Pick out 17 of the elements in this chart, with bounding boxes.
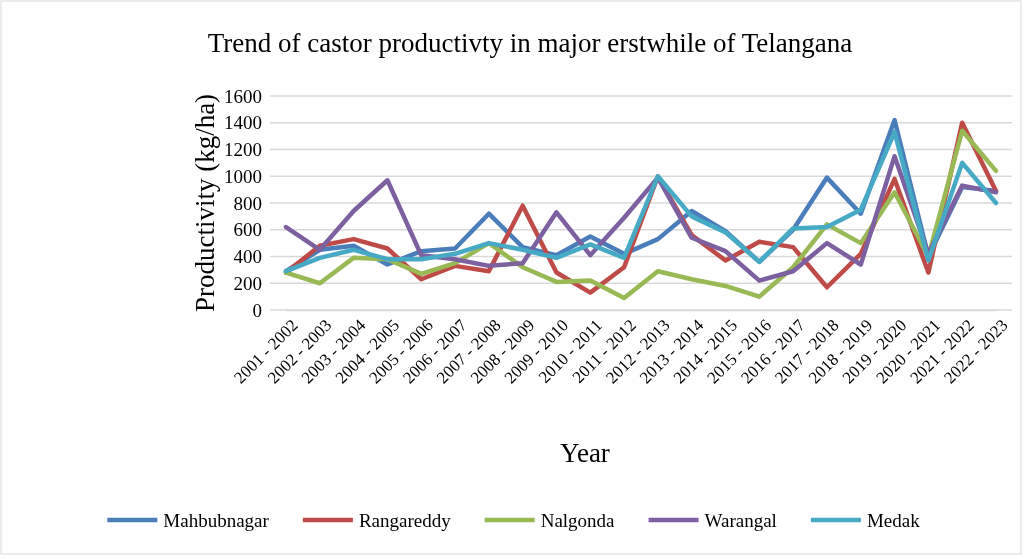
legend-label: Mahbubnagar — [163, 509, 270, 531]
legend-label: Warangal — [704, 509, 777, 531]
legend-label: Medak — [866, 509, 921, 531]
y-tick-label: 0 — [252, 299, 262, 321]
y-tick-label: 400 — [233, 246, 262, 268]
legend-label: Nalgonda — [540, 509, 616, 531]
y-axis-title: Productivity (kg/ha) — [190, 93, 220, 313]
y-tick-label: 600 — [233, 219, 262, 241]
y-tick-label: 1600 — [224, 85, 262, 107]
legend-label: Rangareddy — [358, 509, 452, 531]
x-axis-title: Year — [560, 438, 610, 468]
y-tick-label: 1400 — [224, 112, 262, 134]
y-tick-label: 800 — [233, 192, 262, 214]
chart-title: Trend of castor productivty in major erstwhile of Telangana — [207, 28, 853, 58]
y-tick-label: 200 — [233, 272, 262, 294]
y-tick-label: 1200 — [224, 139, 262, 161]
y-tick-label: 1000 — [224, 165, 262, 187]
